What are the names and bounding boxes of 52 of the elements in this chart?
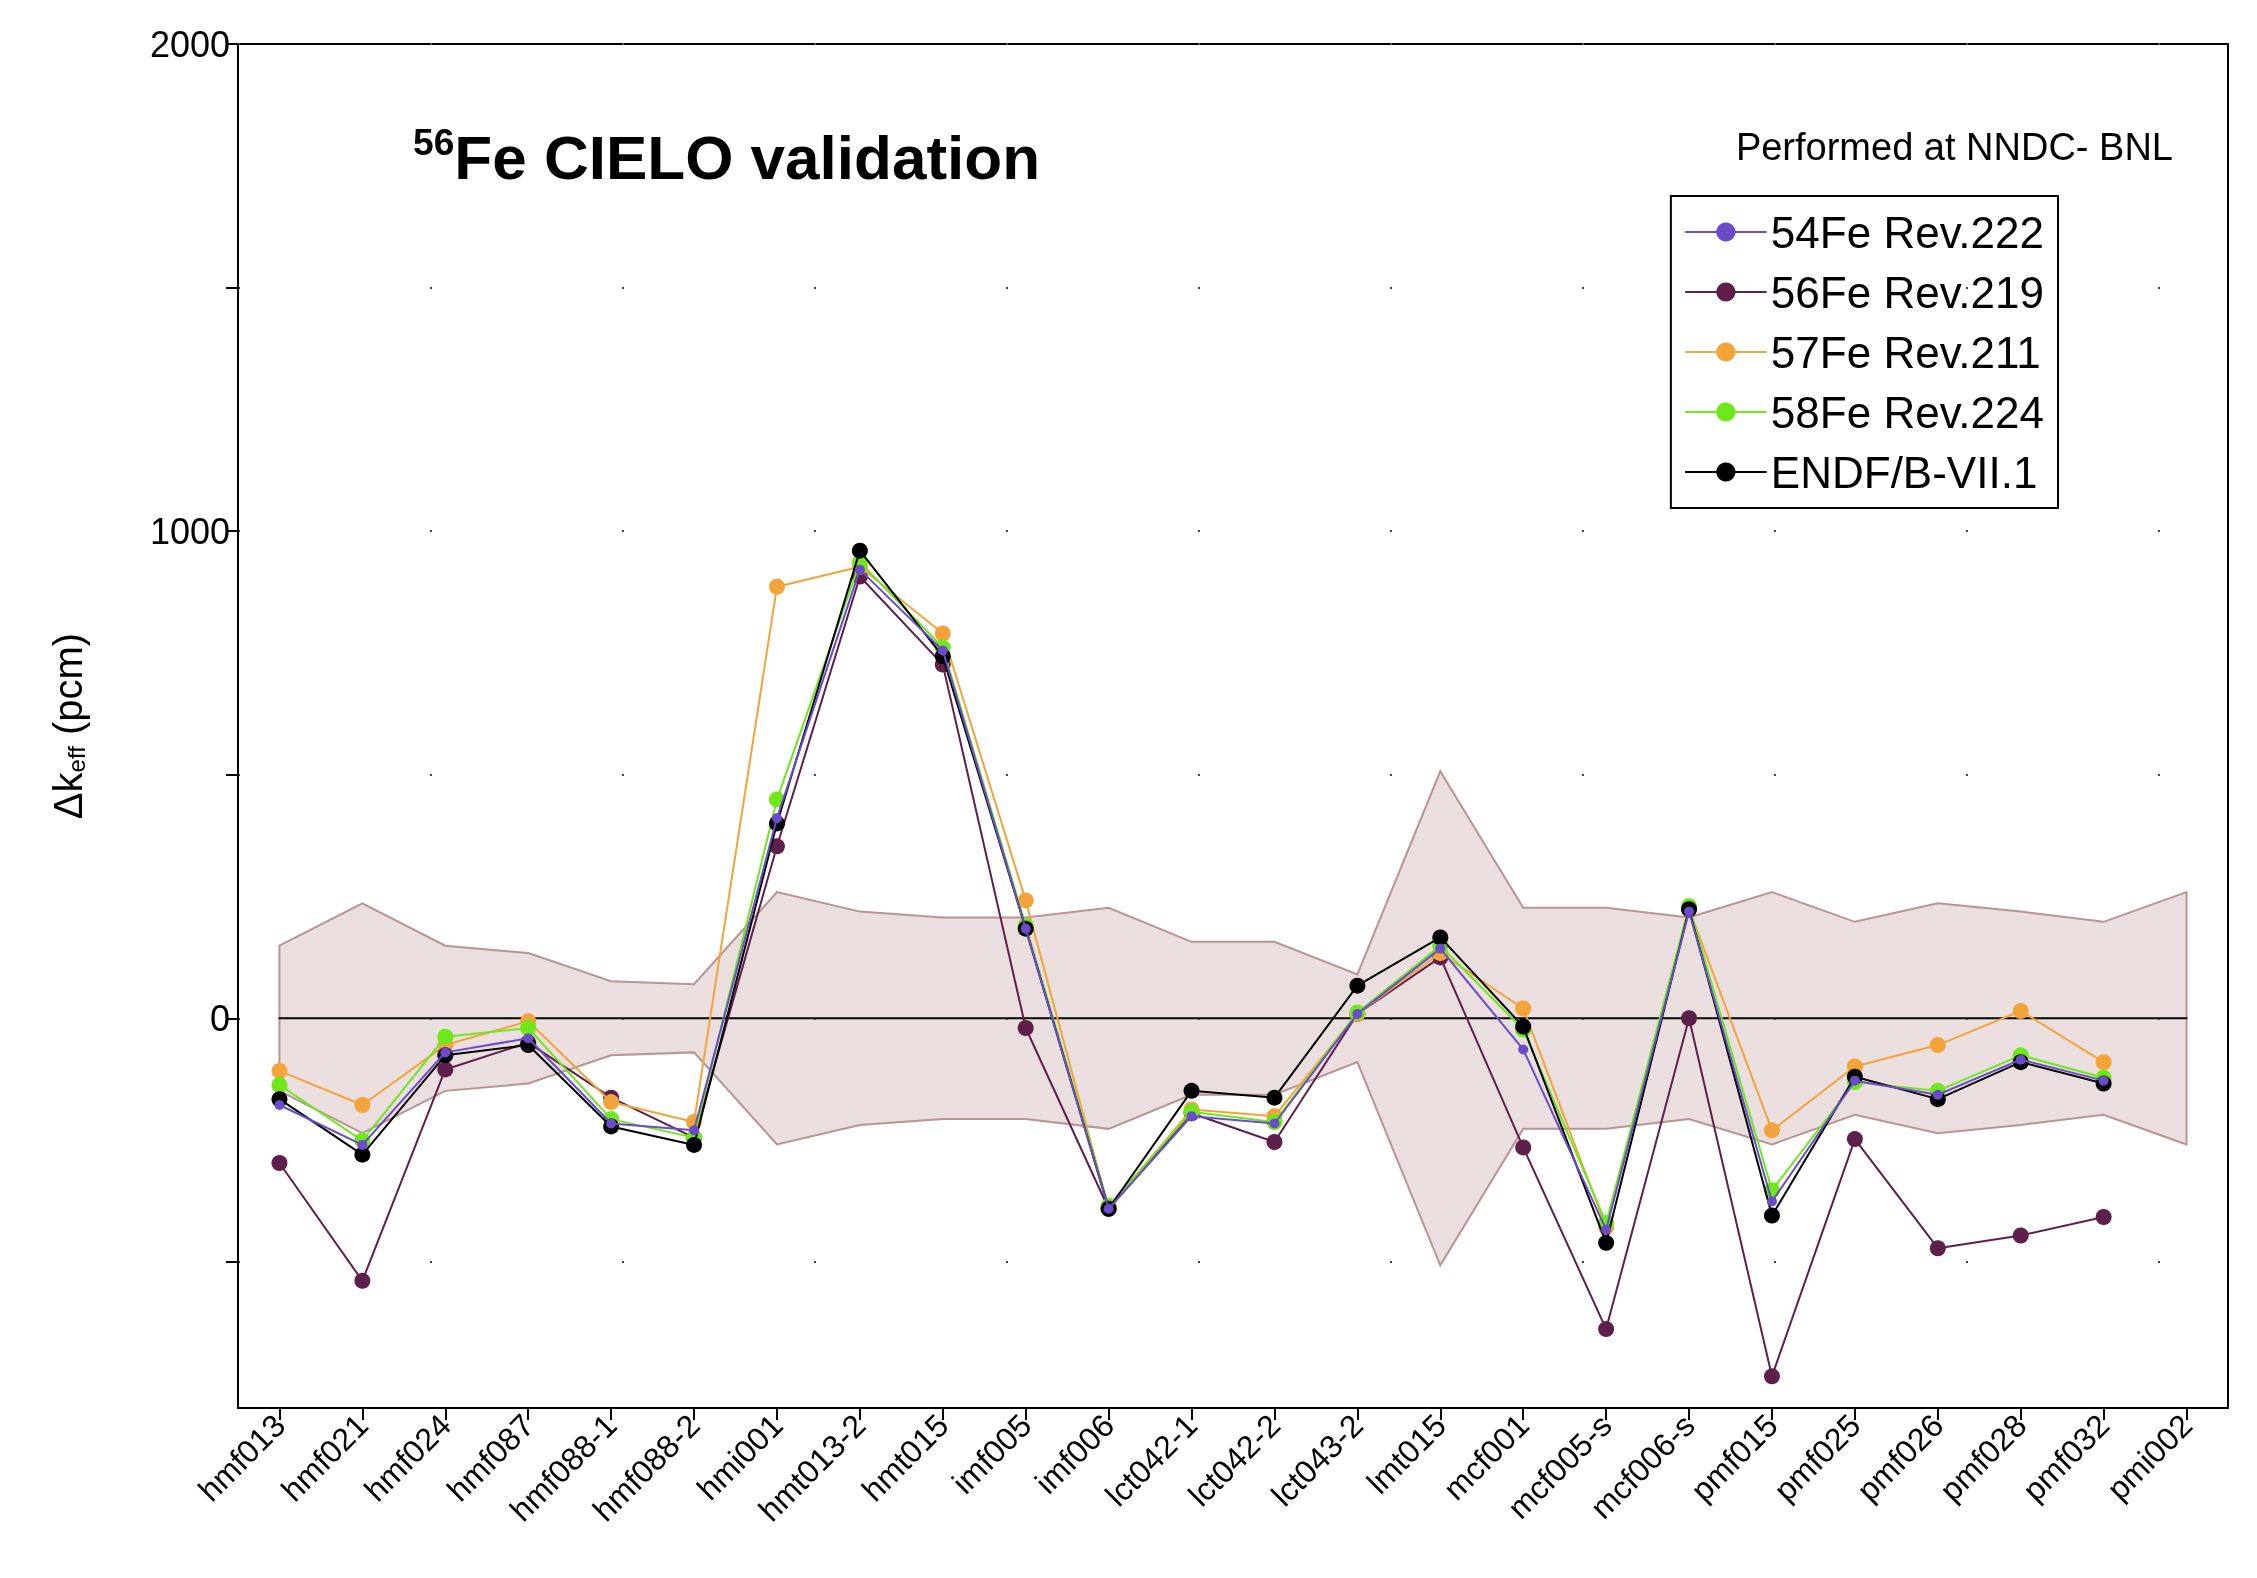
point — [2012, 1227, 2029, 1244]
point — [1846, 1131, 1863, 1148]
point — [1598, 1321, 1615, 1338]
point — [354, 1146, 371, 1163]
point — [2095, 1209, 2112, 1226]
point — [1515, 1000, 1532, 1017]
point — [1681, 1010, 1698, 1027]
point — [1266, 1134, 1283, 1151]
point — [1929, 1240, 1946, 1257]
point — [851, 542, 868, 559]
point — [768, 578, 785, 595]
point — [2095, 1054, 2112, 1071]
point — [354, 1272, 371, 1289]
point — [2012, 1002, 2029, 1019]
point — [271, 1062, 288, 1079]
point — [271, 1077, 288, 1094]
legend-label: 54Fe Rev.222 — [1770, 207, 2045, 257]
legend-label: 57Fe Rev.211 — [1770, 327, 2041, 377]
y-tick-label: 0 — [209, 997, 230, 1039]
point — [686, 1136, 703, 1153]
point — [1763, 1122, 1780, 1139]
point — [1929, 1037, 1946, 1054]
point — [603, 1094, 620, 1111]
y-axis-title: Δkeff (pcm) — [46, 632, 90, 820]
point — [1601, 1224, 1612, 1235]
point — [1518, 1044, 1529, 1055]
point — [1432, 929, 1449, 946]
point — [1766, 1196, 1777, 1207]
point — [271, 1154, 288, 1171]
annotation: Performed at NNDC- BNL — [1735, 126, 2174, 168]
point — [274, 1100, 285, 1110]
point — [1266, 1089, 1283, 1106]
point — [523, 1033, 534, 1044]
point — [437, 1028, 454, 1045]
legend-label: ENDF/B-VII.1 — [1770, 447, 2038, 497]
point — [1017, 892, 1034, 909]
point — [354, 1097, 371, 1113]
point — [437, 1061, 454, 1078]
point — [1017, 1020, 1034, 1037]
point — [1763, 1207, 1780, 1224]
point — [1598, 1234, 1615, 1251]
y-tick-label: 1000 — [149, 510, 230, 552]
point — [1763, 1368, 1780, 1385]
point — [689, 1125, 700, 1136]
legend-label: 56Fe Rev.219 — [1770, 267, 2045, 317]
point — [1515, 1139, 1532, 1156]
point — [934, 625, 951, 642]
point — [1183, 1082, 1200, 1099]
point — [1349, 977, 1366, 994]
legend-label: 58Fe Rev.224 — [1770, 387, 2045, 437]
y-tick-label: 2000 — [149, 23, 230, 65]
point — [520, 1020, 537, 1037]
